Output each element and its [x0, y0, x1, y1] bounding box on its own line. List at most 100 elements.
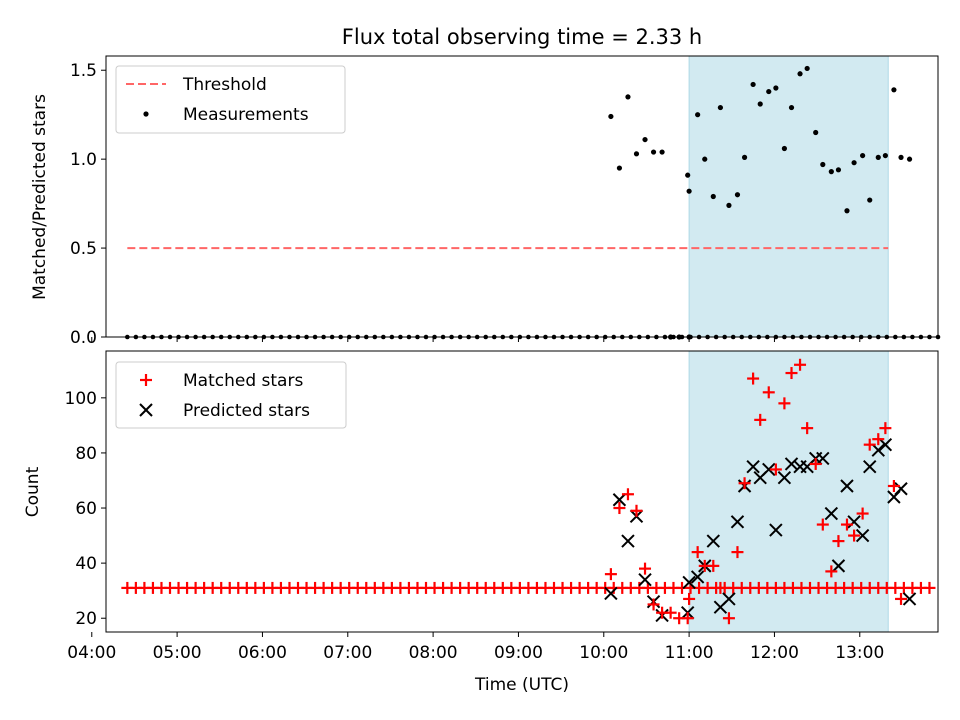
y-tick-label: 100	[65, 389, 97, 409]
measurement-point	[625, 94, 631, 100]
x-b	[863, 459, 877, 474]
predicted-star-point	[762, 462, 776, 477]
predicted-star-point	[746, 459, 760, 474]
x-b	[855, 528, 870, 543]
legend-predicted-label: Predicted stars	[183, 401, 310, 421]
measurement-point	[797, 71, 803, 77]
measurement-point	[898, 154, 904, 160]
x-b	[730, 515, 745, 529]
measurement-point	[773, 85, 779, 91]
bottom-legend-box	[115, 361, 347, 429]
x-b	[638, 572, 652, 587]
x-b	[706, 534, 720, 548]
predicted-star-point	[722, 592, 736, 606]
measurement-point	[891, 87, 897, 93]
x-tick-label: 05:00	[153, 643, 202, 663]
matched-star-point	[872, 433, 885, 446]
top-panel: Flux total observing time = 2.33 h 0.0 0.…	[30, 25, 941, 348]
matched-star-point	[801, 422, 814, 435]
matched-star-point	[879, 422, 892, 435]
y-tick-label: 1.0	[70, 150, 97, 170]
x-b	[894, 482, 908, 496]
measurement-point	[642, 136, 648, 143]
predicted-star-point	[902, 592, 917, 606]
x-b	[762, 462, 776, 477]
legend-predicted-swatch	[139, 403, 153, 417]
x-b	[769, 523, 783, 537]
matched-star-point	[840, 518, 853, 531]
x-b	[722, 592, 736, 606]
predicted-star-point	[638, 572, 652, 587]
matched-star-point	[621, 488, 634, 501]
x-b	[621, 534, 635, 548]
matched-star-point	[816, 518, 829, 531]
x-b	[612, 493, 627, 507]
predicted-star-point	[824, 506, 839, 521]
x-b	[831, 559, 846, 573]
x-b	[902, 592, 917, 606]
matched-star-point	[825, 565, 838, 578]
matched-star-point	[681, 612, 694, 625]
predicted-star-point	[863, 459, 877, 474]
x-b	[816, 451, 830, 466]
top-y-axis-label: Matched/Predicted stars	[30, 94, 50, 300]
bottom-axes-frame	[105, 350, 939, 633]
matched-star-point	[664, 606, 677, 619]
x-b	[847, 515, 861, 529]
matched-star-point	[863, 438, 876, 451]
measurement-point	[686, 188, 692, 194]
highlight-span	[688, 55, 889, 338]
measurement-point	[741, 154, 748, 160]
predicted-star-point	[871, 443, 885, 457]
measurement-point	[608, 113, 614, 120]
chart-title: Flux total observing time = 2.33 h	[342, 25, 702, 49]
x-tick-label: 09:00	[494, 643, 543, 663]
matched-star-point	[722, 612, 735, 625]
bottom-panel: 20 40 60 80 100 04:00 05:00 06:00 07:00 08:00 09:0…	[23, 350, 939, 695]
matched-star-point	[747, 372, 760, 385]
bottom-plot-area: 20 40 60 80 100 04:00 05:00 06:00 07:00 08:00 09:0…	[65, 350, 939, 663]
x-tick-label: 11:00	[665, 643, 714, 663]
matched-star-point	[731, 546, 744, 559]
x-b	[746, 459, 760, 474]
measurement-point	[820, 161, 826, 168]
matched-star-point	[762, 386, 775, 399]
x-b	[824, 506, 839, 521]
legend-matched-label: Matched stars	[183, 371, 303, 391]
matched-star-point	[683, 592, 696, 605]
y-tick-label: 0.0	[70, 328, 97, 348]
matched-star-point	[613, 502, 626, 515]
predicted-star-point	[604, 586, 618, 601]
measurement-point	[781, 145, 788, 152]
y-tick-label: 0.5	[70, 239, 97, 259]
top-legend-box	[115, 65, 346, 134]
matched-star-point	[848, 529, 861, 542]
legend-measurements-label: Measurements	[183, 105, 309, 125]
matched-star-point	[738, 477, 751, 490]
measurement-point	[828, 169, 834, 175]
predicted-star-point	[730, 515, 745, 529]
x-tick-label: 10:00	[579, 643, 628, 663]
measurement-point	[788, 104, 795, 111]
x-tick-label: 13:00	[835, 643, 884, 663]
top-plot-area: 0.0 0.5 1.0 1.5	[70, 55, 941, 348]
matched-star-point	[856, 507, 869, 520]
measurement-point	[882, 152, 888, 159]
measurement-point	[659, 149, 665, 155]
x-tick-label: 08:00	[409, 643, 458, 663]
x-tick-label: 07:00	[323, 643, 372, 663]
predicted-star-point	[621, 534, 635, 548]
measurement-point	[650, 149, 657, 155]
matched-star-point	[887, 479, 900, 492]
matched-star-point	[630, 504, 643, 517]
bottom-legend: Matched stars Predicted stars	[115, 361, 347, 429]
measurement-point	[616, 165, 623, 171]
predicted-star-point	[855, 528, 870, 543]
bottom-y-axis-label: Count	[23, 466, 43, 517]
matched-star-point	[832, 535, 845, 548]
matched-star-point	[691, 546, 704, 559]
x-b	[871, 443, 885, 457]
measurement-point	[844, 208, 850, 214]
y-tick-label: 20	[75, 609, 97, 629]
matched-star-point	[647, 598, 660, 611]
